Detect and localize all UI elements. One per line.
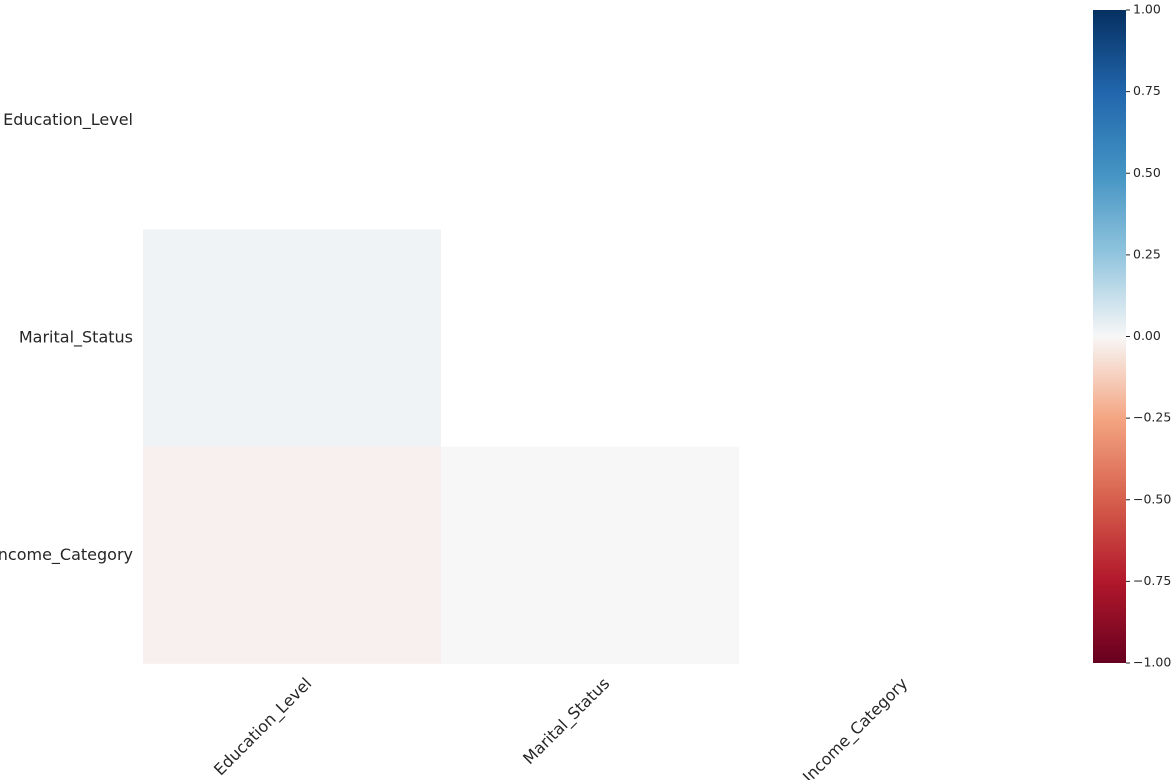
row-labels: Education_Level Marital_Status Income_Cate… (0, 110, 133, 565)
colorbar-tick-label: 1.00 (1133, 2, 1161, 17)
colorbar-tick-label: −0.75 (1133, 573, 1171, 588)
heatmap-cell (143, 446, 441, 664)
heatmap-cell (143, 229, 441, 447)
colorbar-tick-label: 0.00 (1133, 328, 1161, 343)
row-label: Marital_Status (19, 327, 133, 347)
colorbar-tick-label: −0.25 (1133, 410, 1171, 425)
column-label: Education_Level (210, 674, 316, 780)
colorbar-tick-label: −0.50 (1133, 491, 1171, 506)
column-labels: Education_Level Marital_Status Income_Cate… (210, 674, 912, 780)
colorbar-gradient (1093, 10, 1126, 663)
colorbar-ticks: 1.00 0.75 0.50 0.25 0.00 −0.25 −0.50 −0.75 −1.00 (1126, 2, 1171, 670)
row-label: Education_Level (3, 110, 133, 130)
colorbar-tick-label: 0.25 (1133, 246, 1161, 261)
column-label: Income_Category (799, 674, 912, 780)
colorbar-tick-label: −1.00 (1133, 655, 1171, 670)
colorbar-tick-label: 0.50 (1133, 165, 1161, 180)
colorbar-tick-label: 0.75 (1133, 83, 1161, 98)
heatmap-cells (143, 229, 739, 664)
column-label: Marital_Status (519, 674, 614, 769)
heatmap-cell (441, 446, 739, 664)
colorbar (1093, 10, 1126, 663)
row-label: Income_Category (0, 545, 133, 565)
